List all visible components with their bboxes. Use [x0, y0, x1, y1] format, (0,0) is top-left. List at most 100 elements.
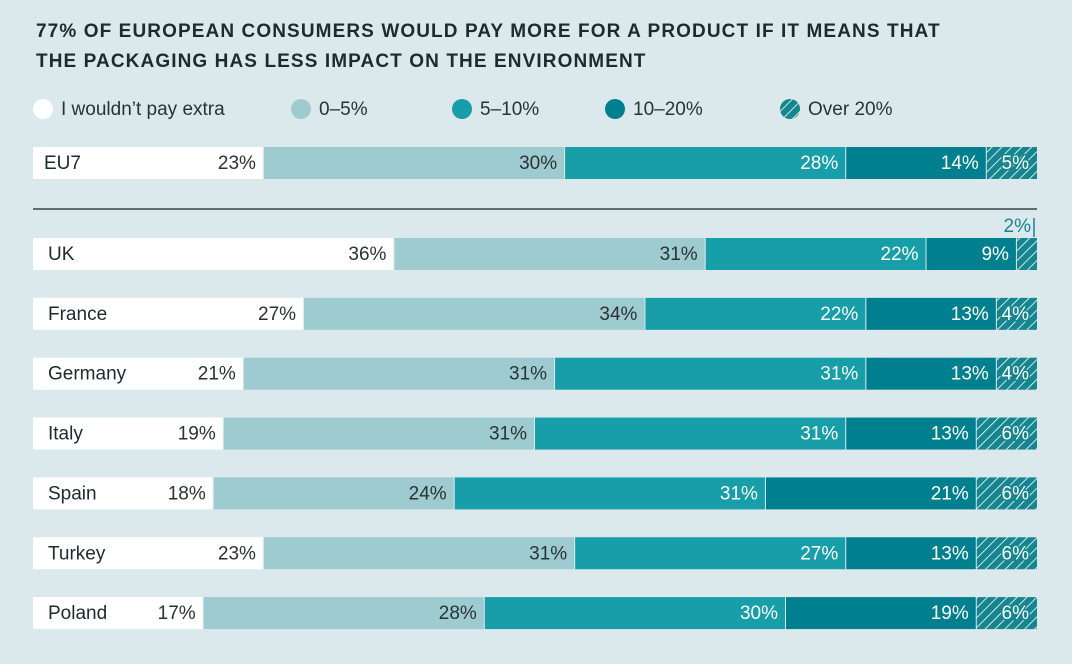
data-label: 27% — [258, 304, 296, 325]
data-label: 13% — [951, 304, 989, 325]
data-label: 2% — [1004, 216, 1032, 237]
bar-segment — [263, 537, 575, 570]
bar-segment — [996, 357, 1037, 390]
legend-swatch — [33, 99, 53, 119]
data-label: 34% — [599, 304, 637, 325]
data-label: 14% — [941, 153, 979, 174]
data-label: 21% — [931, 483, 969, 504]
data-label: 31% — [820, 364, 858, 385]
bar-segment — [786, 597, 976, 630]
bar-segment — [33, 477, 213, 510]
legend-swatch — [605, 99, 625, 119]
bar-segment — [996, 297, 1037, 330]
data-label: 30% — [740, 603, 778, 624]
chart-title: 77% OF EUROPEAN CONSUMERS WOULD PAY MORE… — [36, 21, 941, 42]
bar-segment — [33, 357, 243, 390]
bar-segment — [645, 297, 866, 330]
data-label: 17% — [158, 603, 196, 624]
bar-segment — [846, 417, 976, 450]
bar-segment — [565, 147, 846, 179]
bar-segment — [1016, 238, 1037, 270]
category-label: Italy — [48, 424, 83, 445]
data-label: 5% — [1002, 153, 1030, 174]
bar-segment — [976, 417, 1037, 450]
bar-segment — [223, 417, 534, 450]
bar-segment — [33, 238, 394, 270]
data-label: 23% — [218, 153, 256, 174]
bar-segment — [394, 238, 705, 270]
bar-segment — [33, 417, 223, 450]
data-label: 31% — [509, 364, 547, 385]
bar-segment — [976, 537, 1037, 570]
category-label: Spain — [48, 483, 97, 504]
legend-label: 5–10% — [480, 99, 539, 120]
bar-segment — [986, 147, 1037, 179]
bar-segment — [846, 147, 986, 179]
data-label: 19% — [178, 424, 216, 445]
data-label: 13% — [951, 364, 989, 385]
category-label: Turkey — [48, 543, 106, 564]
data-label: 18% — [168, 483, 206, 504]
data-label: 22% — [881, 244, 919, 265]
data-label: 13% — [931, 424, 969, 445]
bar-segment — [866, 357, 996, 390]
data-label: 28% — [439, 603, 477, 624]
bar-segment — [976, 477, 1037, 510]
data-label: 22% — [820, 304, 858, 325]
bar-segment — [33, 597, 203, 630]
legend-swatch — [780, 99, 800, 119]
bar-segment — [203, 597, 484, 630]
data-label: 4% — [1002, 304, 1030, 325]
data-label: 9% — [981, 244, 1009, 265]
bar-segment — [213, 477, 454, 510]
data-label: 31% — [800, 424, 838, 445]
data-label: 24% — [409, 483, 447, 504]
legend-label: 10–20% — [633, 99, 703, 120]
category-label: France — [48, 304, 107, 325]
data-label: 27% — [800, 543, 838, 564]
data-label: 31% — [720, 483, 758, 504]
data-label: 13% — [931, 543, 969, 564]
data-label: 6% — [1002, 424, 1030, 445]
data-label: 21% — [198, 364, 236, 385]
bar-segment — [33, 297, 304, 330]
category-label: EU7 — [44, 153, 81, 174]
bar-segment — [454, 477, 765, 510]
bar-segment — [976, 597, 1037, 630]
legend-swatch — [452, 99, 472, 119]
data-label: 19% — [931, 603, 969, 624]
bar-segment — [33, 537, 263, 570]
bar-segment — [765, 477, 976, 510]
data-label: 30% — [519, 153, 557, 174]
data-label: 36% — [348, 244, 386, 265]
category-label: Germany — [48, 364, 127, 385]
data-label: 31% — [529, 543, 567, 564]
data-label: 6% — [1002, 603, 1030, 624]
bar-segment — [33, 147, 263, 179]
bar-segment — [926, 238, 1016, 270]
legend-label: Over 20% — [808, 99, 893, 120]
data-label: 31% — [660, 244, 698, 265]
category-label: Poland — [48, 603, 107, 624]
data-label: 23% — [218, 543, 256, 564]
data-label: 4% — [1002, 364, 1030, 385]
data-label: 28% — [800, 153, 838, 174]
bar-segment — [243, 357, 555, 390]
bar-segment — [705, 238, 926, 270]
chart-title: THE PACKAGING HAS LESS IMPACT ON THE ENV… — [36, 51, 647, 72]
bar-segment — [866, 297, 996, 330]
bar-segment — [535, 417, 846, 450]
bar-segment — [575, 537, 846, 570]
bar-segment — [484, 597, 785, 630]
data-label: 31% — [489, 424, 527, 445]
bar-segment — [846, 537, 976, 570]
data-label: 6% — [1002, 543, 1030, 564]
legend-label: 0–5% — [319, 99, 368, 120]
data-label: 6% — [1002, 483, 1030, 504]
bar-segment — [263, 147, 565, 179]
category-label: UK — [48, 244, 75, 265]
legend-swatch — [291, 99, 311, 119]
legend-label: I wouldn’t pay extra — [61, 99, 225, 120]
bar-segment — [304, 297, 645, 330]
